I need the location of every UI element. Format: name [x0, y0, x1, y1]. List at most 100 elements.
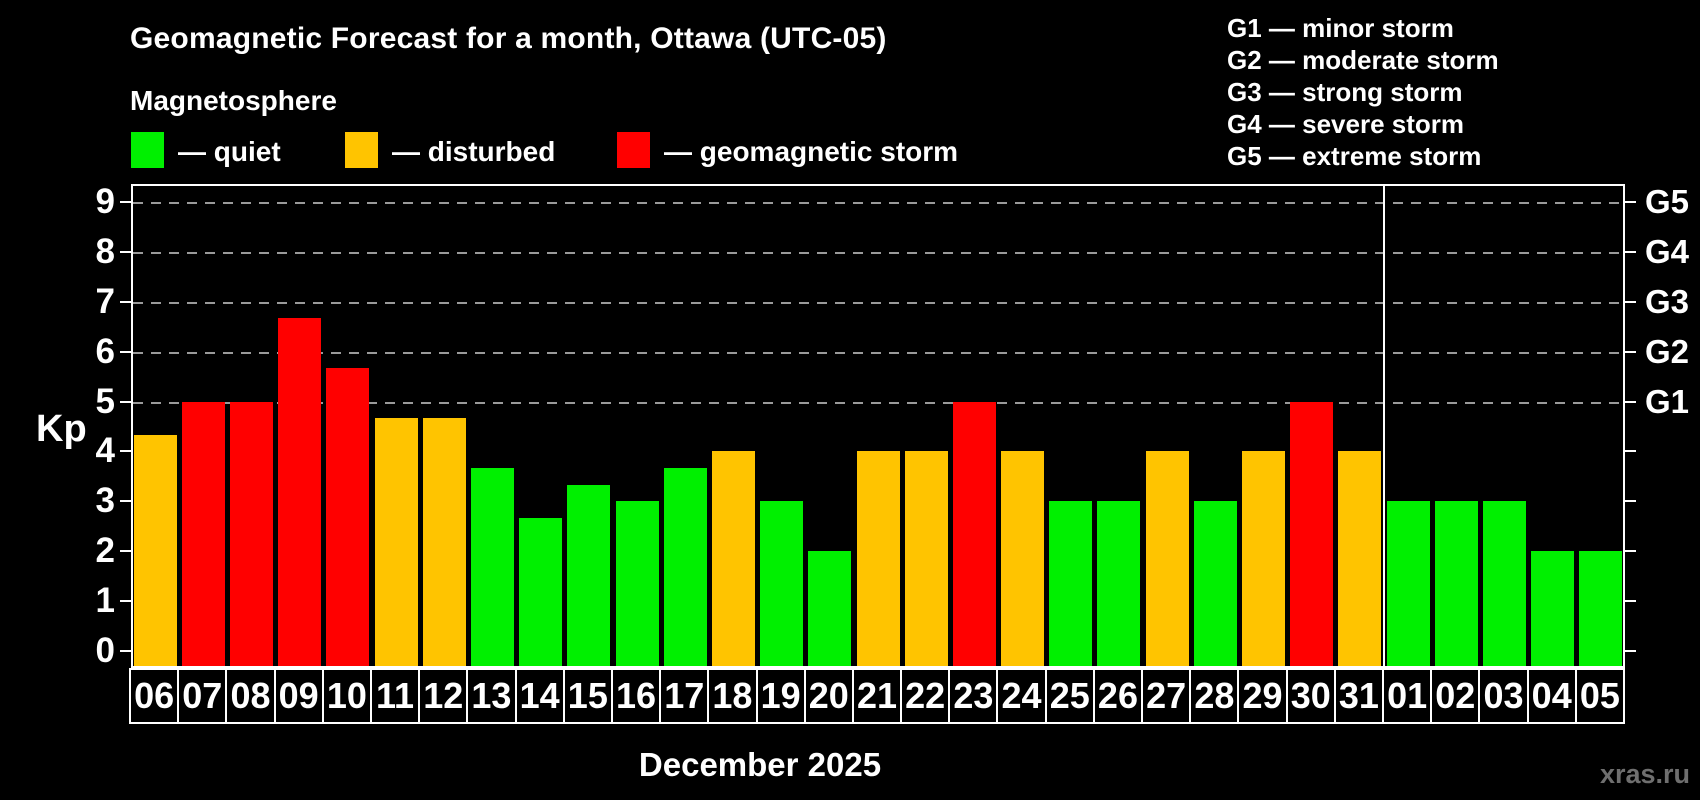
y-tick-label-7: 7 — [95, 281, 115, 321]
x-date-label-25: 25 — [1044, 668, 1095, 724]
kp-bar-10 — [326, 368, 370, 666]
x-date-label-20: 20 — [803, 668, 854, 724]
y-tick-right-0 — [1625, 650, 1636, 652]
plot-area — [131, 184, 1625, 668]
kp-bar-13 — [470, 467, 514, 666]
x-date-label-06: 06 — [129, 668, 180, 724]
x-date-label-16: 16 — [610, 668, 662, 724]
y-tick-left-3 — [120, 500, 131, 503]
g-scale-label-g2: G2 — [1645, 332, 1690, 370]
kp-bar-06 — [133, 434, 177, 666]
x-date-label-29: 29 — [1237, 668, 1288, 724]
y-tick-label-9: 9 — [95, 181, 115, 221]
kp-bar-22 — [904, 451, 948, 666]
y-tick-label-3: 3 — [95, 481, 115, 521]
x-date-label-27: 27 — [1141, 668, 1192, 724]
kp-bar-24 — [1001, 451, 1045, 666]
x-date-label-13: 13 — [466, 668, 517, 724]
kp-bar-19 — [760, 501, 804, 666]
x-date-label-26: 26 — [1092, 668, 1144, 724]
storm-scale-line-g5: G5 — extreme storm — [1227, 141, 1482, 171]
y-tick-right-7 — [1625, 300, 1636, 303]
gridline-g1 — [133, 401, 1623, 404]
kp-bar-18 — [711, 451, 755, 666]
y-tick-left-6 — [120, 350, 131, 353]
storm-scale-line-g3: G3 — strong storm — [1227, 77, 1463, 107]
gridline-g5 — [133, 201, 1623, 204]
x-date-label-11: 11 — [369, 668, 421, 724]
x-date-label-03: 03 — [1478, 668, 1529, 724]
chart-subtitle: Magnetosphere — [130, 85, 337, 116]
x-date-label-07: 07 — [177, 668, 228, 724]
x-date-label-09: 09 — [273, 668, 324, 724]
g-scale-label-g5: G5 — [1645, 182, 1690, 220]
y-tick-right-2 — [1625, 550, 1636, 553]
kp-bar-27 — [1145, 451, 1189, 666]
kp-bar-14 — [519, 517, 563, 666]
kp-bar-21 — [856, 451, 900, 666]
x-date-label-10: 10 — [321, 668, 372, 724]
kp-bar-25 — [1049, 501, 1093, 666]
month-divider — [1383, 186, 1386, 666]
kp-bar-07 — [181, 401, 225, 666]
kp-bar-03 — [1483, 501, 1527, 666]
g-scale-label-g1: G1 — [1645, 382, 1690, 420]
kp-bar-29 — [1242, 451, 1286, 666]
gridline-g2 — [133, 351, 1623, 354]
y-tick-label-4: 4 — [95, 431, 115, 471]
y-tick-label-0: 0 — [95, 631, 115, 670]
storm-scale-line-g2: G2 — moderate storm — [1227, 45, 1499, 75]
kp-bar-20 — [808, 551, 852, 666]
g-scale-label-g3: G3 — [1645, 282, 1690, 320]
kp-bar-16 — [615, 501, 659, 666]
x-date-label-04: 04 — [1526, 668, 1577, 724]
page-title: Geomagnetic Forecast for a month, Ottawa… — [130, 22, 887, 55]
legend-swatch-disturbed — [345, 132, 378, 168]
y-tick-right-1 — [1625, 600, 1636, 603]
y-tick-left-0 — [120, 650, 131, 652]
x-date-label-14: 14 — [514, 668, 565, 724]
g-scale-label-g4: G4 — [1645, 232, 1690, 270]
kp-bar-30 — [1290, 401, 1334, 666]
y-tick-label-8: 8 — [95, 231, 115, 271]
gridline-g3 — [133, 301, 1623, 304]
x-axis-title: December 2025 — [638, 746, 882, 783]
kp-bar-23 — [952, 401, 996, 666]
x-date-label-30: 30 — [1285, 668, 1336, 724]
y-tick-left-2 — [120, 550, 131, 553]
kp-bar-31 — [1338, 451, 1382, 666]
kp-bar-09 — [278, 318, 322, 666]
x-date-label-19: 19 — [755, 668, 806, 724]
x-date-label-24: 24 — [996, 668, 1047, 724]
legend-label-storm: — geomagnetic storm — [664, 136, 959, 167]
y-tick-right-4 — [1625, 450, 1636, 453]
kp-bar-05 — [1579, 551, 1623, 666]
y-tick-left-5 — [120, 400, 131, 403]
x-date-label-18: 18 — [707, 668, 758, 724]
kp-bar-28 — [1193, 501, 1237, 666]
y-tick-left-8 — [120, 250, 131, 253]
storm-scale-line-g1: G1 — minor storm — [1227, 13, 1454, 43]
x-date-label-05: 05 — [1574, 668, 1625, 724]
storm-scale-line-g4: G4 — severe storm — [1227, 109, 1465, 139]
x-date-label-28: 28 — [1189, 668, 1240, 724]
y-tick-right-9 — [1625, 200, 1636, 203]
kp-bar-08 — [229, 401, 273, 666]
y-tick-right-5 — [1625, 400, 1636, 403]
watermark: xras.ru — [1599, 759, 1690, 789]
storm-scale-legend: G1 — minor storm G2 — moderate storm G3 … — [1227, 12, 1499, 172]
gridline-g4 — [133, 251, 1623, 254]
x-date-label-22: 22 — [900, 668, 951, 724]
kp-bar-04 — [1531, 551, 1575, 666]
x-date-label-01: 01 — [1382, 668, 1433, 724]
x-date-label-31: 31 — [1333, 668, 1385, 724]
legend-swatch-storm — [617, 132, 650, 168]
x-date-label-23: 23 — [948, 668, 999, 724]
x-date-label-17: 17 — [659, 668, 710, 724]
kp-bar-11 — [374, 417, 418, 666]
x-date-label-15: 15 — [562, 668, 613, 724]
x-date-label-21: 21 — [851, 668, 903, 724]
kp-bar-12 — [422, 417, 466, 666]
kp-bar-15 — [567, 484, 611, 666]
